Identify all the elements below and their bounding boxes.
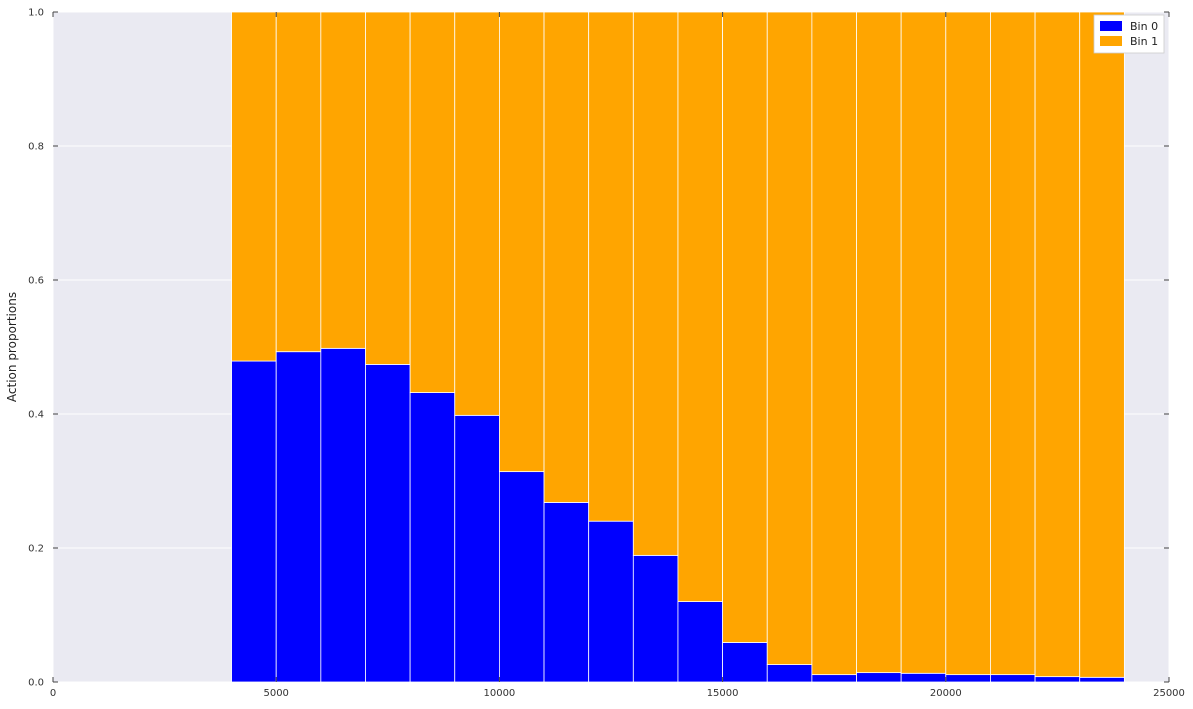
- bar-bin-0: [1079, 676, 1125, 683]
- bar-bin-0: [320, 347, 366, 683]
- bar-bin-0: [632, 554, 679, 683]
- x-tick-label: 25000: [1153, 688, 1185, 699]
- bar-bin-1: [231, 11, 277, 362]
- ticks: 0.0 0.2 0.4 0.6 0.8 1.0 0 5000 10000 15000 20000 25…: [28, 8, 1185, 700]
- y-tick-label: 0.4: [28, 410, 44, 421]
- legend-label: Bin 1: [1130, 35, 1158, 48]
- y-tick-label: 0.0: [28, 678, 44, 689]
- x-tick-label: 0: [50, 688, 56, 699]
- bar-bin-1: [900, 11, 947, 674]
- legend-swatch: [1100, 21, 1122, 31]
- bar-bin-1: [498, 11, 545, 473]
- bar-bin-0: [409, 392, 456, 683]
- y-axis-label: Action proportions: [5, 292, 19, 402]
- y-tick-label: 0.6: [28, 276, 44, 287]
- bar-bin-0: [365, 364, 411, 683]
- bar-bin-1: [543, 11, 590, 503]
- bar-bin-0: [856, 672, 902, 683]
- bar-bin-0: [454, 414, 500, 683]
- y-tick-label: 0.8: [28, 142, 44, 153]
- bar-bin-0: [900, 672, 947, 683]
- bars: [231, 11, 1125, 683]
- x-tick-label: 20000: [930, 688, 962, 699]
- bar-bin-0: [231, 360, 277, 683]
- bar-bin-1: [990, 11, 1036, 676]
- bar-bin-1: [766, 11, 813, 665]
- bar-bin-0: [588, 520, 634, 683]
- bar-bin-1: [1079, 11, 1125, 678]
- bar-bin-1: [722, 11, 768, 643]
- bar-bin-0: [990, 674, 1036, 683]
- bar-bin-0: [945, 674, 991, 683]
- bar-bin-0: [498, 471, 545, 683]
- legend-swatch: [1100, 36, 1122, 46]
- bar-bin-1: [677, 11, 724, 602]
- bar-bin-1: [945, 11, 991, 676]
- bar-bin-0: [275, 351, 322, 683]
- x-tick-label: 5000: [263, 688, 288, 699]
- x-tick-label: 10000: [483, 688, 515, 699]
- bar-bin-1: [275, 11, 322, 353]
- legend: Bin 0 Bin 1: [1093, 14, 1165, 54]
- bar-bin-0: [543, 502, 590, 683]
- bar-bin-1: [320, 11, 366, 349]
- y-tick-label: 0.2: [28, 544, 44, 555]
- legend-label: Bin 0: [1130, 20, 1158, 33]
- x-tick-label: 15000: [707, 688, 739, 699]
- bar-bin-0: [811, 674, 857, 683]
- bar-bin-0: [1034, 676, 1081, 683]
- bar-bin-1: [1034, 11, 1081, 678]
- bar-bin-0: [722, 642, 768, 683]
- bar-bin-1: [856, 11, 902, 674]
- bar-bin-1: [365, 11, 411, 365]
- bar-bin-1: [811, 11, 857, 676]
- bar-bin-0: [766, 664, 813, 683]
- bar-bin-1: [409, 11, 456, 393]
- bar-bin-0: [677, 601, 724, 683]
- bar-bin-1: [632, 11, 679, 556]
- y-tick-label: 1.0: [28, 8, 44, 19]
- bar-bin-1: [588, 11, 634, 522]
- bar-bin-1: [454, 11, 500, 416]
